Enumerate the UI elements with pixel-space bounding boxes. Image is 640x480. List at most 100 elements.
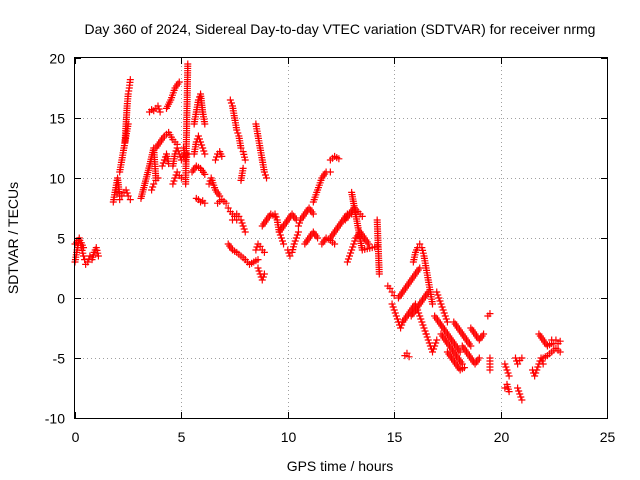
data-point bbox=[197, 138, 205, 146]
series-arc-30 bbox=[241, 256, 262, 268]
series-arc-54 bbox=[407, 288, 432, 320]
series-arc-59 bbox=[433, 288, 451, 326]
data-point bbox=[205, 180, 213, 188]
x-tick-label: 20 bbox=[494, 429, 510, 445]
data-point bbox=[326, 168, 334, 176]
data-point bbox=[123, 189, 131, 197]
data-point bbox=[94, 252, 102, 260]
series-arc-15 bbox=[169, 168, 185, 188]
data-point bbox=[226, 96, 234, 104]
y-tick-label: 20 bbox=[49, 51, 65, 67]
data-point bbox=[256, 242, 264, 250]
series-arc-26 bbox=[226, 96, 249, 164]
data-point bbox=[80, 252, 88, 260]
series-arc-60 bbox=[437, 330, 466, 368]
series-arc-64 bbox=[467, 324, 488, 344]
series-arc-61 bbox=[443, 348, 468, 374]
series-arc-40 bbox=[309, 168, 334, 206]
data-point bbox=[239, 164, 247, 172]
data-point bbox=[235, 212, 243, 220]
data-point bbox=[386, 284, 394, 292]
data-point bbox=[502, 363, 510, 371]
y-tick-label: 5 bbox=[57, 231, 65, 247]
data-point bbox=[184, 60, 192, 68]
data-point bbox=[222, 199, 230, 207]
y-tick-label: 10 bbox=[49, 171, 65, 187]
data-point bbox=[237, 216, 245, 224]
data-point bbox=[154, 174, 162, 182]
data-point bbox=[480, 330, 488, 338]
data-point bbox=[417, 315, 425, 323]
data-point bbox=[224, 204, 232, 212]
series-arc-03 bbox=[82, 244, 102, 268]
data-point bbox=[438, 303, 446, 311]
data-point bbox=[263, 174, 271, 182]
series-arc-49 bbox=[384, 282, 398, 300]
data-point bbox=[515, 387, 523, 395]
data-point bbox=[511, 354, 519, 362]
data-point bbox=[195, 93, 203, 101]
series-arc-48 bbox=[373, 216, 383, 278]
data-point bbox=[539, 360, 547, 368]
series-arc-68 bbox=[501, 380, 513, 396]
series-arc-13 bbox=[163, 78, 183, 112]
data-point bbox=[241, 228, 249, 236]
data-point bbox=[292, 234, 300, 242]
data-point bbox=[294, 228, 302, 236]
data-point bbox=[84, 258, 92, 266]
series-arc-29 bbox=[224, 240, 249, 264]
data-point bbox=[518, 354, 526, 362]
series-arc-27 bbox=[228, 210, 249, 236]
data-point bbox=[397, 324, 405, 332]
data-point bbox=[259, 273, 267, 281]
data-point bbox=[393, 315, 401, 323]
series-arc-70 bbox=[514, 384, 526, 404]
data-point bbox=[124, 192, 132, 200]
data-point bbox=[314, 234, 322, 242]
series-arc-67 bbox=[501, 360, 513, 380]
data-point bbox=[556, 337, 564, 345]
data-point bbox=[280, 240, 288, 248]
data-point bbox=[116, 196, 124, 204]
series-arc-55 bbox=[409, 240, 437, 308]
data-point bbox=[343, 258, 351, 266]
data-point bbox=[437, 300, 445, 308]
data-point bbox=[416, 264, 424, 272]
data-point bbox=[294, 222, 302, 230]
data-point bbox=[420, 324, 428, 332]
data-point bbox=[552, 336, 560, 344]
data-point bbox=[422, 330, 430, 338]
series-arc-66 bbox=[486, 354, 494, 374]
data-point bbox=[211, 156, 219, 164]
data-point bbox=[403, 349, 411, 357]
data-point bbox=[184, 150, 192, 158]
data-point bbox=[392, 312, 400, 320]
data-point bbox=[531, 372, 539, 380]
series-arc-38 bbox=[294, 204, 317, 230]
y-tick-label: -10 bbox=[45, 411, 65, 427]
data-point bbox=[233, 126, 241, 134]
data-point bbox=[254, 256, 262, 264]
data-point bbox=[252, 246, 260, 254]
data-point bbox=[278, 237, 286, 245]
data-point bbox=[177, 174, 185, 182]
data-point bbox=[271, 210, 279, 218]
data-point bbox=[538, 357, 546, 365]
data-point bbox=[516, 390, 524, 398]
data-point bbox=[556, 348, 564, 356]
data-point bbox=[344, 255, 352, 263]
data-point bbox=[126, 196, 134, 204]
data-point bbox=[227, 99, 235, 107]
series-arc-18 bbox=[190, 132, 209, 158]
series-arc-57 bbox=[422, 330, 441, 356]
x-tick-label: 0 bbox=[72, 429, 80, 445]
data-point bbox=[154, 102, 162, 110]
data-point bbox=[286, 252, 294, 260]
data-point bbox=[260, 270, 268, 278]
data-point bbox=[517, 393, 525, 401]
data-point bbox=[475, 354, 483, 362]
series-arc-07 bbox=[121, 76, 134, 146]
data-point bbox=[442, 315, 450, 323]
series-arc-63 bbox=[458, 342, 483, 368]
data-point bbox=[331, 240, 339, 248]
